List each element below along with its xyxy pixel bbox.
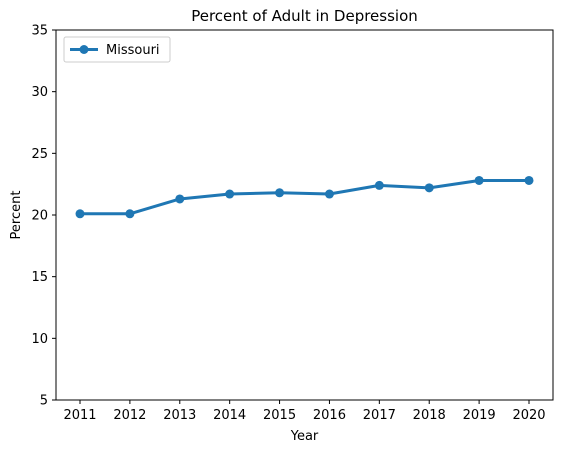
data-point: [175, 194, 185, 204]
series-line: [78, 178, 531, 216]
x-tick-label: 2020: [512, 408, 545, 423]
x-axis-ticks: 2011 2012 2013 2014 2015 2016 2017 2018 2019 2020: [63, 400, 546, 423]
data-point: [474, 175, 484, 185]
y-tick-label: 15: [31, 270, 48, 285]
x-tick-label: 2014: [213, 408, 246, 423]
data-point: [424, 183, 434, 193]
y-tick-label: 5: [40, 394, 48, 409]
data-point: [125, 209, 135, 219]
chart-title: Percent of Adult in Depression: [191, 7, 418, 25]
x-tick-label: 2011: [63, 408, 96, 423]
y-tick-label: 35: [31, 24, 48, 39]
y-tick-label: 25: [31, 147, 48, 162]
x-tick-label: 2013: [163, 408, 196, 423]
data-point: [374, 180, 384, 190]
data-point: [524, 175, 534, 185]
data-point: [225, 189, 235, 199]
x-tick-label: 2015: [263, 408, 296, 423]
data-point: [324, 189, 334, 199]
y-tick-label: 30: [31, 85, 48, 100]
y-tick-label: 20: [31, 209, 48, 224]
x-tick-label: 2012: [113, 408, 146, 423]
y-axis-label: Percent: [9, 191, 24, 240]
legend-box: [63, 36, 171, 63]
y-tick-label: 10: [31, 332, 48, 347]
x-tick-label: 2018: [413, 408, 446, 423]
x-tick-label: 2019: [463, 408, 496, 423]
legend: Missouri: [63, 36, 171, 63]
data-point: [275, 188, 285, 198]
series-layer: [75, 175, 534, 219]
x-tick-label: 2017: [363, 408, 396, 423]
legend-marker-swatch: [79, 45, 89, 54]
x-tick-label: 2016: [313, 408, 346, 423]
legend-label-missouri: Missouri: [106, 43, 160, 58]
y-axis-ticks: 5 10 15 20 25 30 35: [31, 24, 56, 409]
data-point: [75, 209, 85, 219]
x-axis-label: Year: [290, 429, 319, 444]
